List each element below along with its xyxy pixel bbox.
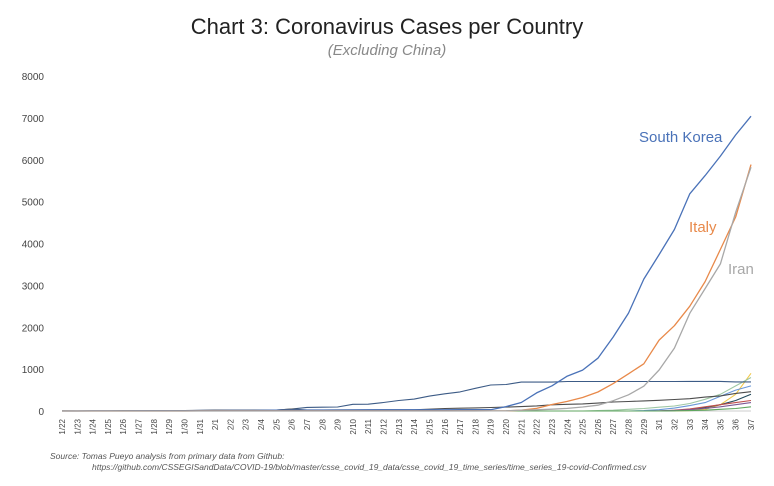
y-tick-label: 5000 bbox=[22, 198, 45, 209]
y-tick-label: 1000 bbox=[22, 365, 45, 376]
series-line-south-korea bbox=[62, 115, 752, 412]
x-tick-label: 2/24 bbox=[563, 418, 572, 434]
x-tick-label: 1/26 bbox=[119, 418, 128, 434]
x-tick-label: 3/6 bbox=[732, 418, 741, 430]
x-tick-label: 1/22 bbox=[58, 418, 67, 434]
x-tick-label: 2/16 bbox=[441, 418, 450, 434]
x-tick-label: 2/23 bbox=[548, 418, 557, 434]
x-tick-label: 1/27 bbox=[135, 418, 144, 434]
x-tick-label: 2/11 bbox=[364, 418, 373, 434]
y-tick-label: 6000 bbox=[22, 156, 45, 167]
x-tick-label: 2/2 bbox=[226, 418, 235, 430]
source-note: Source: Tomas Pueyo analysis from primar… bbox=[50, 451, 285, 461]
x-tick-label: 2/1 bbox=[211, 418, 220, 430]
x-tick-label: 2/7 bbox=[303, 418, 312, 430]
x-tick-label: 2/17 bbox=[456, 418, 465, 434]
x-tick-label: 3/7 bbox=[747, 418, 756, 430]
x-tick-label: 2/25 bbox=[579, 418, 588, 434]
x-tick-label: 2/10 bbox=[349, 418, 358, 434]
x-tick-label: 1/29 bbox=[165, 418, 174, 434]
series-line bbox=[62, 380, 751, 412]
series-label-south-korea: South Korea bbox=[639, 129, 723, 146]
x-tick-label: 3/4 bbox=[701, 418, 710, 430]
x-tick-label: 2/9 bbox=[334, 418, 343, 430]
x-tick-label: 2/20 bbox=[502, 418, 511, 434]
x-tick-label: 2/21 bbox=[517, 418, 526, 434]
y-tick-label: 4000 bbox=[22, 240, 45, 251]
x-tick-label: 2/12 bbox=[380, 418, 389, 434]
x-tick-label: 2/29 bbox=[640, 418, 649, 434]
chart-title: Chart 3: Coronavirus Cases per Country bbox=[190, 14, 584, 39]
x-tick-label: 3/1 bbox=[655, 418, 664, 430]
x-tick-label: 2/5 bbox=[272, 418, 281, 430]
x-tick-label: 1/31 bbox=[196, 418, 205, 434]
x-tick-label: 3/3 bbox=[686, 418, 695, 430]
y-tick-label: 3000 bbox=[22, 281, 45, 292]
y-tick-label: 7000 bbox=[22, 114, 45, 125]
x-tick-label: 2/4 bbox=[257, 418, 266, 430]
x-tick-label: 1/30 bbox=[180, 418, 189, 434]
series-line-italy bbox=[62, 164, 752, 412]
x-tick-label: 2/13 bbox=[395, 418, 404, 434]
x-tick-label: 2/28 bbox=[625, 418, 634, 434]
y-tick-label: 0 bbox=[38, 407, 44, 418]
x-tick-label: 3/5 bbox=[716, 418, 725, 430]
y-tick-label: 2000 bbox=[22, 323, 45, 334]
series-line bbox=[62, 372, 752, 412]
series-label-italy: Italy bbox=[689, 219, 717, 236]
series-line-iran bbox=[62, 166, 752, 412]
x-tick-label: 2/6 bbox=[288, 418, 297, 430]
x-tick-label: 2/19 bbox=[487, 418, 496, 434]
x-tick-label: 2/15 bbox=[425, 418, 434, 434]
x-tick-label: 2/8 bbox=[318, 418, 327, 430]
x-tick-label: 2/14 bbox=[410, 418, 419, 434]
series-label-iran: Iran bbox=[728, 261, 754, 278]
x-tick-label: 2/26 bbox=[594, 418, 603, 434]
chart-subtitle: (Excluding China) bbox=[327, 42, 447, 59]
x-tick-label: 1/24 bbox=[89, 418, 98, 434]
series-line bbox=[62, 385, 752, 412]
y-tick-label: 8000 bbox=[22, 72, 45, 83]
x-tick-label: 3/2 bbox=[670, 418, 679, 430]
x-tick-label: 2/3 bbox=[242, 418, 251, 430]
source-url: https://github.com/CSSEGISandData/COVID-… bbox=[92, 462, 647, 472]
x-tick-label: 1/25 bbox=[104, 418, 113, 434]
x-tick-label: 2/27 bbox=[609, 418, 618, 434]
x-tick-label: 1/23 bbox=[73, 418, 82, 434]
x-tick-label: 1/28 bbox=[150, 418, 159, 434]
x-tick-label: 2/18 bbox=[471, 418, 480, 434]
x-tick-label: 2/22 bbox=[533, 418, 542, 434]
